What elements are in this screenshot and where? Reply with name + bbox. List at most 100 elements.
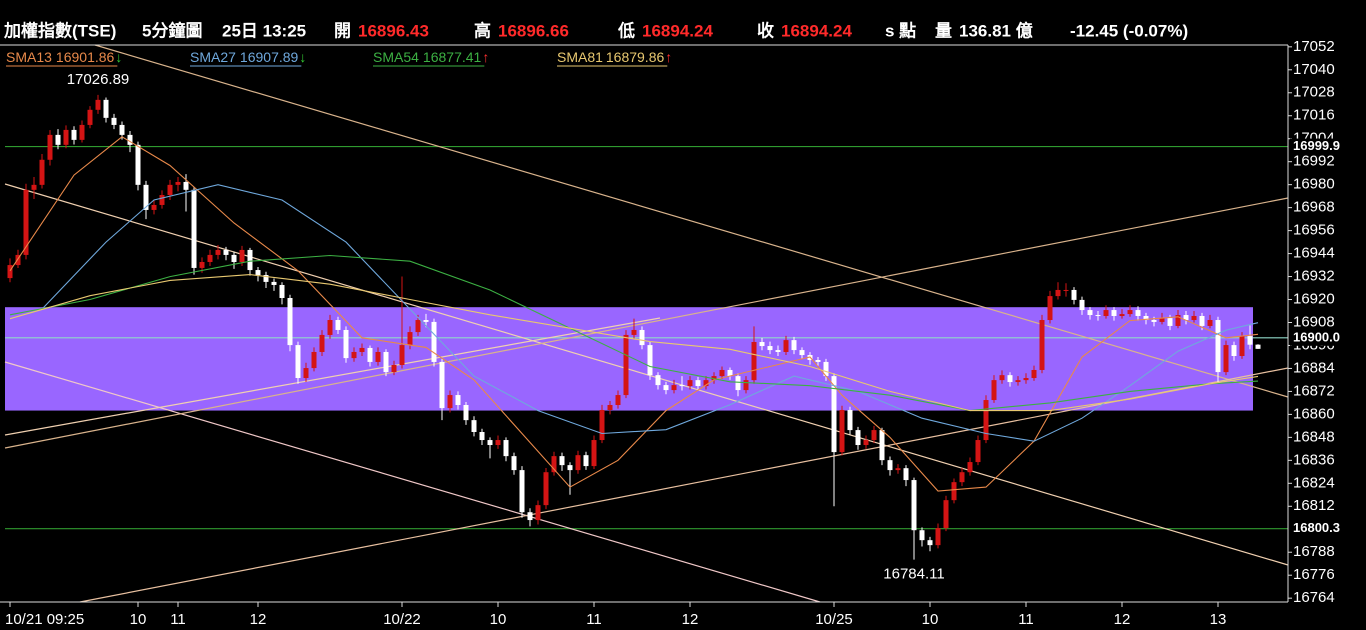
candle-body	[271, 281, 277, 285]
legend-entry: SMA81 16879.86↑	[557, 49, 672, 65]
candle-body	[319, 334, 325, 352]
candle-body	[335, 320, 341, 330]
candle-body	[143, 184, 149, 210]
sma-line	[9, 136, 1259, 492]
x-tick-label: 10/25	[815, 611, 853, 628]
candle-body	[599, 409, 605, 441]
candle-body	[663, 385, 669, 391]
candle-body	[479, 432, 485, 441]
y-tick-label: 16836	[1293, 451, 1335, 468]
change: -12.45 (-0.07%)	[1070, 21, 1188, 40]
candle-body	[1255, 344, 1261, 349]
candle-body	[1223, 345, 1229, 373]
candle-body	[399, 345, 405, 365]
trend-line	[4, 361, 821, 603]
candle-body	[87, 109, 93, 125]
candle-body	[351, 351, 357, 359]
candle-body	[839, 409, 845, 453]
candle-body	[383, 351, 389, 373]
candle-body	[1159, 318, 1165, 322]
candle-body	[415, 320, 421, 333]
candle-body	[1151, 320, 1157, 322]
candle-body	[391, 364, 397, 373]
candle-body	[207, 254, 213, 263]
candle-body	[1031, 369, 1037, 379]
close-value: 16894.24	[781, 21, 852, 40]
y-tick-label: 16764	[1293, 589, 1335, 606]
title: 加權指數(TSE)	[3, 20, 116, 40]
trend-line	[4, 317, 661, 436]
candle-body	[863, 440, 869, 446]
candle-body	[63, 129, 69, 145]
extreme-label: 16784.11	[883, 566, 944, 583]
candle-body	[703, 380, 709, 387]
candle-body	[215, 249, 221, 255]
x-tick-label: 13	[1210, 611, 1227, 628]
high-value: 16896.66	[498, 21, 569, 40]
candle-body	[911, 480, 917, 531]
reference-label: 16999.9	[1293, 138, 1340, 153]
candle-body	[1055, 289, 1061, 297]
candle-body	[47, 134, 53, 160]
low-value: 16894.24	[642, 21, 713, 40]
sma-line	[9, 254, 1259, 412]
x-tick-label: 12	[1114, 611, 1131, 628]
candle-body	[647, 345, 653, 376]
low-label: 低	[617, 20, 635, 40]
y-tick-label: 16848	[1293, 428, 1335, 445]
legend-arrow: ↑	[665, 49, 672, 65]
unit: s 點	[885, 20, 916, 40]
candle-body	[1207, 320, 1213, 326]
candle-body	[527, 512, 533, 521]
candle-body	[1063, 289, 1069, 291]
legend-value: 16877.41	[423, 49, 482, 65]
candle-body	[151, 204, 157, 210]
candle-body	[495, 440, 501, 446]
candle-body	[511, 456, 517, 471]
candle-body	[823, 361, 829, 377]
candle-body	[999, 375, 1005, 381]
candle-body	[719, 369, 725, 377]
candle-body	[359, 347, 365, 352]
candle-body	[583, 455, 589, 467]
candle-body	[567, 465, 573, 471]
candle-body	[1087, 310, 1093, 316]
candle-body	[751, 342, 757, 381]
y-tick-label: 16920	[1293, 290, 1335, 307]
candle-body	[487, 440, 493, 446]
candle-body	[327, 320, 333, 335]
legend-entry: SMA27 16907.89↓	[190, 49, 306, 65]
candle-body	[1103, 310, 1109, 316]
y-tick-label: 16968	[1293, 199, 1335, 216]
y-tick-label: 16932	[1293, 268, 1335, 285]
candle-body	[871, 430, 877, 441]
candle-body	[303, 368, 309, 379]
high-label: 高	[474, 20, 491, 40]
trend-line	[94, 44, 1289, 398]
volume-label: 量	[935, 20, 952, 40]
y-tick-label: 16872	[1293, 382, 1335, 399]
trend-lines	[4, 44, 1289, 603]
candle-body	[847, 409, 853, 431]
candle-body	[903, 468, 909, 481]
x-tick-label: 10	[490, 611, 507, 628]
y-tick-label: 16824	[1293, 474, 1335, 491]
sma-line	[41, 184, 1259, 442]
price-zone	[5, 307, 1253, 411]
candle-body	[15, 254, 21, 266]
candle-body	[967, 462, 973, 473]
x-tick-label: 10/21 09:25	[5, 611, 84, 628]
candle-body	[199, 262, 205, 268]
legend-value: 16901.86	[56, 49, 115, 65]
candle-body	[783, 340, 789, 352]
legend-entry: SMA54 16877.41↑	[373, 49, 489, 65]
candle-body	[1111, 310, 1117, 316]
candle-body	[895, 468, 901, 471]
candle-body	[1135, 310, 1141, 316]
legend-name: SMA13	[6, 49, 52, 65]
candle-body	[95, 99, 101, 110]
candle-body	[711, 376, 717, 381]
axes	[0, 44, 1292, 607]
candle-body	[191, 189, 197, 268]
